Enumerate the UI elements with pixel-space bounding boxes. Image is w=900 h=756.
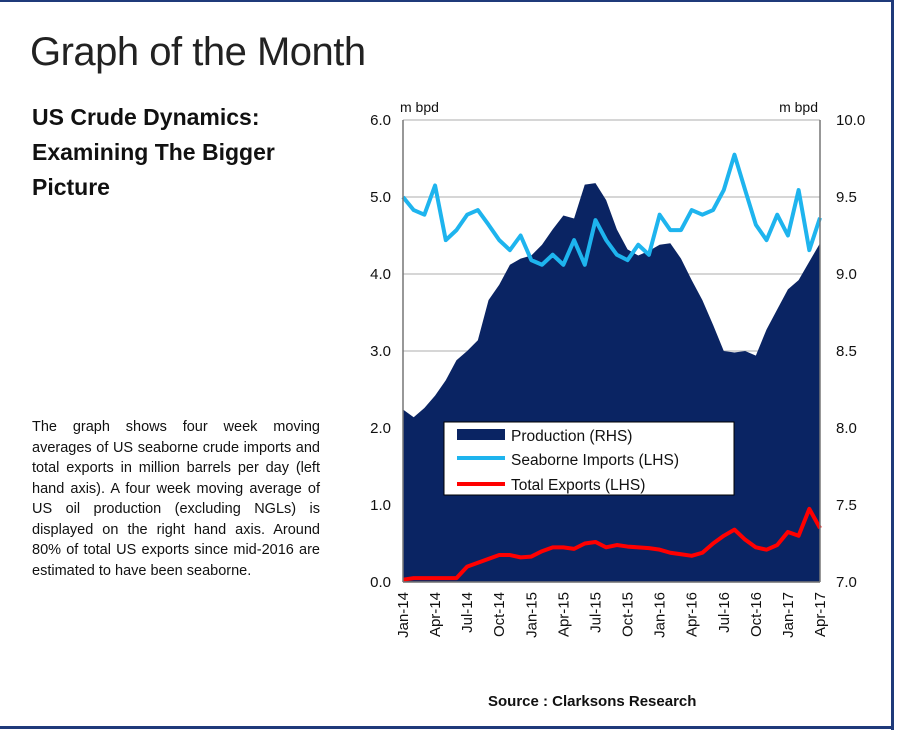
left-tick-label: 4.0 xyxy=(370,266,391,283)
x-tick-label: Jul-15 xyxy=(587,592,604,633)
left-axis-unit: m bpd xyxy=(400,99,439,115)
source-note: Source : Clarksons Research xyxy=(488,693,697,710)
left-tick-label: 5.0 xyxy=(370,189,391,206)
description: The graph shows four week moving average… xyxy=(32,419,320,579)
page-title: Graph of the Month xyxy=(30,30,366,74)
x-tick-label: Oct-15 xyxy=(620,592,637,637)
left-tick-label: 2.0 xyxy=(370,420,391,437)
legend-label-production: Production (RHS) xyxy=(511,428,632,445)
right-axis-unit: m bpd xyxy=(779,99,818,115)
left-tick-label: 0.0 xyxy=(370,574,391,591)
legend-swatch-production xyxy=(457,429,505,440)
x-tick-label: Apr-17 xyxy=(812,592,829,637)
imports-line xyxy=(401,152,822,267)
headline: US Crude Dynamics: Examining The Bigger … xyxy=(32,104,275,200)
right-tick-label: 10.0 xyxy=(836,112,865,129)
x-tick-label: Apr-14 xyxy=(427,592,444,637)
x-tick-label: Apr-16 xyxy=(684,592,701,637)
x-tick-label: Jul-16 xyxy=(716,592,733,633)
left-tick-label: 3.0 xyxy=(370,343,391,360)
exports-line xyxy=(402,506,822,582)
left-tick-label: 1.0 xyxy=(370,497,391,514)
x-tick-label: Apr-15 xyxy=(555,592,572,637)
x-tick-label: Oct-16 xyxy=(748,592,765,637)
top-rule xyxy=(0,0,894,2)
right-tick-label: 9.5 xyxy=(836,189,857,206)
right-tick-label: 8.5 xyxy=(836,343,857,360)
x-tick-label: Oct-14 xyxy=(491,592,508,637)
x-tick-label: Jan-17 xyxy=(780,592,797,638)
legend-label-imports: Seaborne Imports (LHS) xyxy=(511,452,679,469)
right-rule xyxy=(891,0,894,730)
left-tick-label: 6.0 xyxy=(370,112,391,129)
x-tick-label: Jan-14 xyxy=(395,592,412,638)
bottom-rule xyxy=(0,726,894,729)
x-tick-label: Jan-15 xyxy=(523,592,540,638)
legend: Production (RHS) Seaborne Imports (LHS) … xyxy=(443,421,735,496)
right-tick-label: 8.0 xyxy=(836,420,857,437)
right-tick-label: 7.5 xyxy=(836,497,857,514)
x-tick-label: Jul-14 xyxy=(459,592,476,633)
production-area xyxy=(403,183,820,582)
right-tick-label: 7.0 xyxy=(836,574,857,591)
x-tick-label: Jan-16 xyxy=(652,592,669,638)
right-tick-label: 9.0 xyxy=(836,266,857,283)
legend-label-exports: Total Exports (LHS) xyxy=(511,477,645,494)
